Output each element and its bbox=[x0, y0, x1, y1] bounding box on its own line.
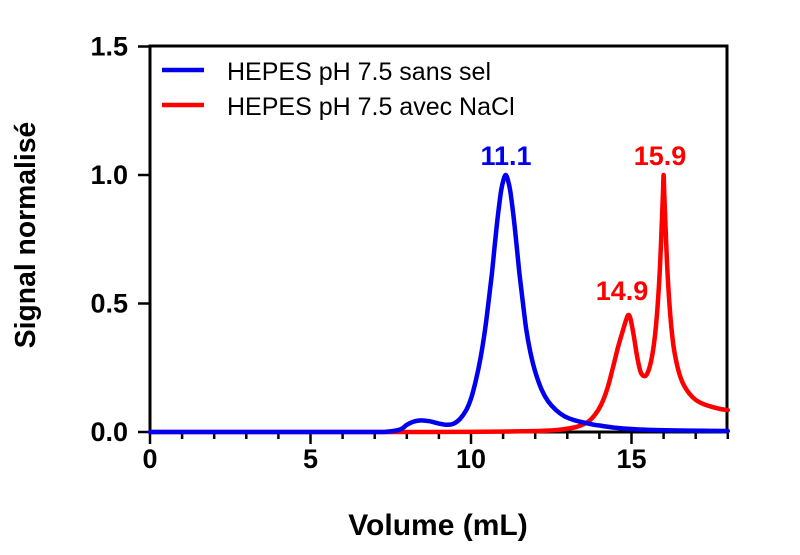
svg-text:15: 15 bbox=[616, 444, 646, 474]
svg-text:1.0: 1.0 bbox=[90, 160, 128, 190]
svg-text:0: 0 bbox=[142, 444, 157, 474]
svg-text:14.9: 14.9 bbox=[596, 276, 649, 306]
svg-text:15.9: 15.9 bbox=[634, 141, 687, 171]
svg-text:HEPES pH 7.5 sans sel: HEPES pH 7.5 sans sel bbox=[227, 58, 491, 86]
svg-text:HEPES pH 7.5 avec NaCl: HEPES pH 7.5 avec NaCl bbox=[227, 93, 515, 121]
svg-text:10: 10 bbox=[456, 444, 486, 474]
svg-text:11.1: 11.1 bbox=[480, 141, 531, 171]
svg-text:1.5: 1.5 bbox=[90, 32, 128, 62]
svg-text:0.0: 0.0 bbox=[90, 417, 128, 447]
svg-text:Signal normalisé: Signal normalisé bbox=[9, 122, 41, 348]
svg-text:Volume (mL): Volume (mL) bbox=[348, 509, 527, 542]
svg-text:0.5: 0.5 bbox=[90, 289, 128, 319]
svg-text:5: 5 bbox=[303, 444, 318, 474]
